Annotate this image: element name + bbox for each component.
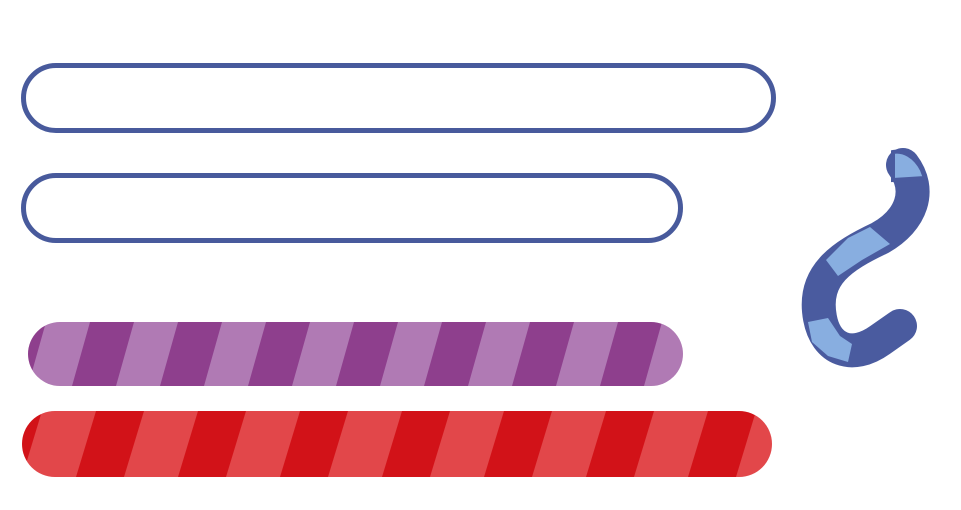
striped-bar-red [22,411,772,477]
outline-bar-medium [21,173,683,243]
outline-bar-long [21,63,776,133]
candy-cane-hook-icon [801,148,930,368]
striped-bar-purple [28,322,683,386]
